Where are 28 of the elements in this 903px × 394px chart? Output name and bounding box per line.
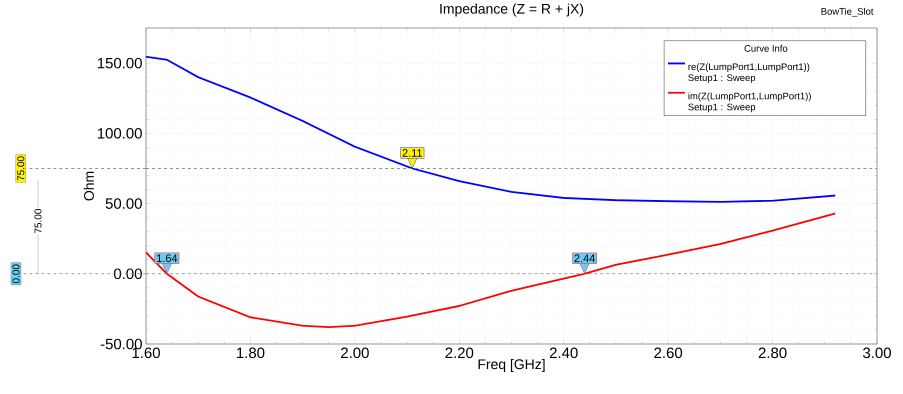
y-tick-label: 0.00 xyxy=(114,268,142,280)
legend-title: Curve Info xyxy=(744,44,788,52)
x-axis-title: Freq [GHz] xyxy=(478,358,545,372)
ref-line-label: 75.00 xyxy=(17,156,24,180)
x-tick-label: 2.00 xyxy=(341,348,369,358)
y-axis-title: Ohm xyxy=(84,172,94,200)
annotation: 2.11 xyxy=(402,149,422,157)
legend-label: im(Z(LumpPort1,LumpPort1)) Setup1 : Sweep xyxy=(688,92,811,112)
line-series xyxy=(145,212,836,328)
y-tick-label: -50.00 xyxy=(100,338,142,350)
x-tick-label: 2.40 xyxy=(550,348,578,358)
line-series xyxy=(145,56,836,203)
chart-title: Impedance (Z = R + jX) xyxy=(440,3,584,16)
y-tick-label: 50.00 xyxy=(106,198,142,209)
x-tick-label: 1.80 xyxy=(237,348,264,358)
x-tick-label: 2.60 xyxy=(654,348,682,358)
x-tick-label: 2.20 xyxy=(445,348,474,358)
text: 75.00 xyxy=(34,209,42,234)
annotation: 2.44 xyxy=(574,254,595,262)
ref-line-label: 0.00 xyxy=(12,264,20,284)
x-tick-label: 2.80 xyxy=(758,348,787,358)
x-tick-label: 3.00 xyxy=(863,348,891,358)
x-tick-label: 1.60 xyxy=(132,348,160,358)
legend-label: re(Z(LumpPort1,LumpPort1)) Setup1 : Sweep xyxy=(688,63,810,83)
text: BowTie_Slot xyxy=(821,8,874,17)
y-tick-label: 100.00 xyxy=(98,128,142,139)
y-tick-label: 150.00 xyxy=(98,58,142,68)
annotation: 1.64 xyxy=(157,254,178,262)
